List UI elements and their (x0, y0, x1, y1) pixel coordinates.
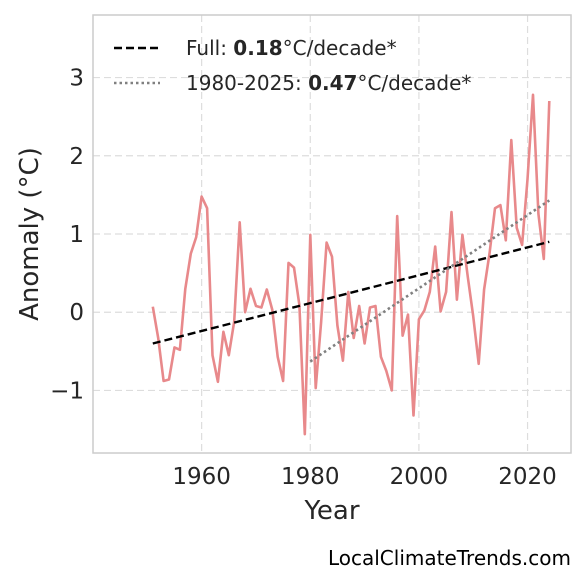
y-tick-label: −1 (50, 378, 84, 404)
plot-frame (92, 14, 572, 454)
anomaly-series-line (151, 93, 551, 436)
y-tick-label: 1 (69, 222, 84, 248)
legend-entry: Full: 0.18°C/decade* (186, 36, 397, 60)
y-tick-label: 3 (69, 66, 84, 92)
x-tick-label: 2000 (390, 464, 449, 490)
y-tick-labels: −1 0 1 2 3 (50, 66, 84, 405)
legend-entry: 1980-2025: 0.47°C/decade* (186, 71, 471, 95)
series-group (151, 93, 551, 436)
y-axis-label: Anomaly (°C) (15, 147, 45, 321)
x-tick-label: 2020 (498, 464, 557, 490)
legend: Full: 0.18°C/decade* 1980-2025: 0.47°C/de… (114, 36, 471, 95)
x-tick-labels: 1960 1980 2000 2020 (172, 464, 556, 490)
site-credit: LocalClimateTrends.com (327, 546, 571, 570)
x-axis-label: Year (303, 496, 359, 526)
y-tick-label: 2 (69, 144, 84, 170)
x-tick-label: 1960 (172, 464, 231, 490)
full-trend-line (152, 240, 550, 345)
y-tick-label: 0 (69, 300, 84, 326)
x-tick-label: 1980 (281, 464, 340, 490)
recent-trend-line (309, 199, 551, 363)
